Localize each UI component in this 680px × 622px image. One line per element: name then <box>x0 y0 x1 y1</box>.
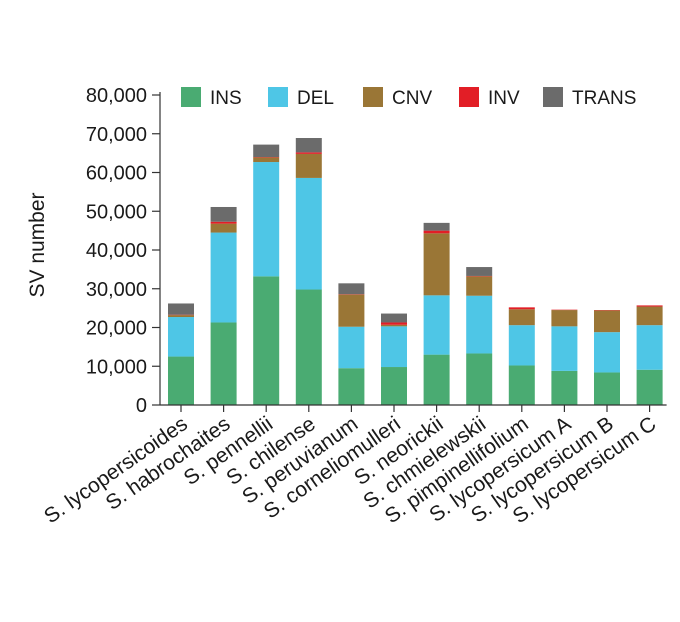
bar-segment-inv <box>636 305 663 307</box>
bar-segment-cnv <box>508 309 535 326</box>
bar-segment-cnv <box>168 315 194 318</box>
legend-label: CNV <box>392 88 432 109</box>
legend-swatch <box>459 87 479 107</box>
bar-segment-ins <box>466 353 493 405</box>
bar-segment-cnv <box>594 310 620 333</box>
y-tick-label: 50,000 <box>86 201 147 223</box>
bar-segment-del <box>295 177 322 290</box>
y-tick-label: 60,000 <box>86 163 147 185</box>
legend: INS DEL CNV INV TRANS <box>181 87 636 109</box>
y-tick-label: 10,000 <box>86 356 147 378</box>
y-tick-label: 70,000 <box>86 124 147 146</box>
legend-swatch <box>363 87 383 107</box>
legend-label: DEL <box>297 88 334 109</box>
bar-segment-trans <box>338 283 365 295</box>
bar-segment-ins <box>423 354 450 405</box>
bar-segment-cnv <box>423 233 450 296</box>
bar-segment-trans <box>423 222 450 231</box>
y-tick-label: 20,000 <box>86 318 147 340</box>
legend-item-inv: INV <box>459 87 520 109</box>
bar-stack <box>636 305 663 405</box>
bar-segment-del <box>636 325 663 370</box>
bar-segment-inv <box>381 322 407 325</box>
bar-segment-del <box>210 232 237 323</box>
y-axis: 0 10,000 20,000 30,000 40,000 50,000 60,000 70,… <box>86 85 161 417</box>
bar-stack <box>168 303 194 405</box>
y-axis-title: SV number <box>26 192 49 297</box>
bar-segment-cnv <box>338 294 365 327</box>
bar-segment-cnv <box>295 153 322 178</box>
bar-segment-del <box>168 317 194 357</box>
bar-segment-trans <box>253 144 280 157</box>
bar-stack <box>466 267 493 405</box>
bar-segment-del <box>594 332 620 373</box>
bar-segment-cnv <box>253 157 280 163</box>
bar-stack <box>253 144 280 405</box>
bar-segment-trans <box>381 313 407 323</box>
bar-stack <box>338 283 365 405</box>
bars <box>168 138 663 405</box>
legend-swatch <box>543 87 563 107</box>
bar-segment-inv <box>295 152 322 154</box>
bar-segment-ins <box>551 370 578 405</box>
bar-segment-trans <box>466 267 493 276</box>
bar-segment-inv <box>508 307 535 310</box>
bar-stack <box>551 309 578 405</box>
bar-segment-ins <box>210 322 237 405</box>
bar-stack <box>423 222 450 405</box>
bar-segment-del <box>253 162 280 277</box>
bar-segment-trans <box>210 206 237 222</box>
bar-segment-del <box>423 295 450 355</box>
bar-segment-del <box>338 326 365 369</box>
bar-segment-ins <box>253 276 280 405</box>
bar-segment-trans <box>168 303 194 315</box>
bar-segment-del <box>466 295 493 354</box>
bar-segment-inv <box>423 230 450 234</box>
bar-segment-ins <box>508 365 535 405</box>
legend-swatch <box>181 87 201 107</box>
legend-label: INS <box>210 88 242 109</box>
bar-segment-ins <box>636 369 663 405</box>
legend-item-ins: INS <box>181 87 242 109</box>
bar-segment-inv <box>210 221 237 224</box>
bar-segment-del <box>551 326 578 371</box>
bar-segment-cnv <box>210 223 237 233</box>
bar-segment-ins <box>295 289 322 405</box>
bar-segment-ins <box>168 356 194 405</box>
bar-segment-cnv <box>466 276 493 296</box>
bar-stack <box>508 307 535 405</box>
bar-segment-cnv <box>381 324 407 327</box>
legend-item-del: DEL <box>268 87 334 109</box>
legend-label: TRANS <box>572 88 636 109</box>
bar-segment-cnv <box>636 306 663 326</box>
bar-segment-trans <box>295 138 322 153</box>
bar-stack <box>381 313 407 405</box>
bar-stack <box>295 138 322 405</box>
legend-swatch <box>268 87 288 107</box>
legend-item-trans: TRANS <box>543 87 636 109</box>
bar-stack <box>210 206 237 405</box>
legend-label: INV <box>488 88 520 109</box>
bar-segment-del <box>508 325 535 366</box>
bar-stack <box>594 310 620 405</box>
y-tick-label: 80,000 <box>86 85 147 107</box>
legend-item-cnv: CNV <box>363 87 432 109</box>
bar-segment-ins <box>381 367 407 405</box>
bar-segment-ins <box>594 372 620 405</box>
bar-segment-del <box>381 326 407 368</box>
y-tick-label: 30,000 <box>86 279 147 301</box>
bar-segment-ins <box>338 368 365 405</box>
y-tick-label: 0 <box>136 395 147 417</box>
bar-segment-cnv <box>551 310 578 327</box>
y-tick-label: 40,000 <box>86 240 147 262</box>
